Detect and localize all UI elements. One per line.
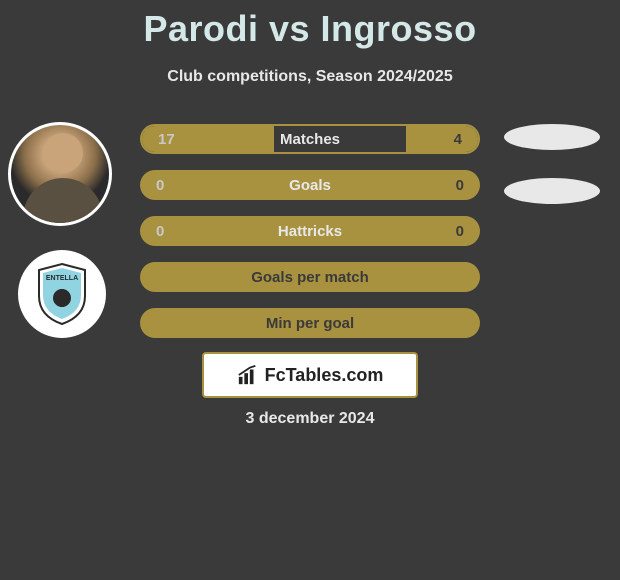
subtitle: Club competitions, Season 2024/2025 (0, 68, 620, 86)
bar-chart-icon (237, 364, 259, 386)
date-text: 3 december 2024 (0, 410, 620, 428)
stat-row-hattricks: 0 Hattricks 0 (140, 216, 480, 246)
stat-label: Goals per match (251, 269, 369, 286)
stat-row-goals-per-match: Goals per match (140, 262, 480, 292)
stat-value-left: 0 (156, 177, 164, 194)
indicator-ellipse (504, 124, 600, 150)
svg-text:ENTELLA: ENTELLA (46, 275, 78, 282)
fctables-logo[interactable]: FcTables.com (202, 352, 418, 398)
stat-value-right: 4 (454, 131, 462, 148)
vs-word: vs (269, 8, 310, 49)
page-title: Parodi vs Ingrosso (0, 0, 620, 50)
player1-avatar (8, 122, 112, 226)
stat-label: Min per goal (266, 315, 354, 332)
stats-panel: 17 Matches 4 0 Goals 0 0 Hattricks 0 Goa… (140, 124, 480, 354)
stat-label: Matches (280, 131, 340, 148)
logo-text: FcTables.com (265, 365, 384, 386)
shield-icon: ENTELLA (35, 262, 89, 326)
team-badge: ENTELLA (18, 250, 106, 338)
stat-bar-right (406, 124, 480, 154)
player1-name: Parodi (143, 8, 258, 49)
stat-label: Hattricks (278, 223, 342, 240)
stat-value-left: 0 (156, 223, 164, 240)
player2-name: Ingrosso (321, 8, 477, 49)
stat-row-min-per-goal: Min per goal (140, 308, 480, 338)
stat-value-left: 17 (158, 131, 175, 148)
stat-label: Goals (289, 177, 331, 194)
stat-value-right: 0 (456, 177, 464, 194)
right-indicator-column (504, 124, 600, 232)
stat-row-goals: 0 Goals 0 (140, 170, 480, 200)
indicator-ellipse (504, 178, 600, 204)
stat-row-matches: 17 Matches 4 (140, 124, 480, 154)
avatar-column: ENTELLA (8, 122, 112, 338)
stat-value-right: 0 (456, 223, 464, 240)
